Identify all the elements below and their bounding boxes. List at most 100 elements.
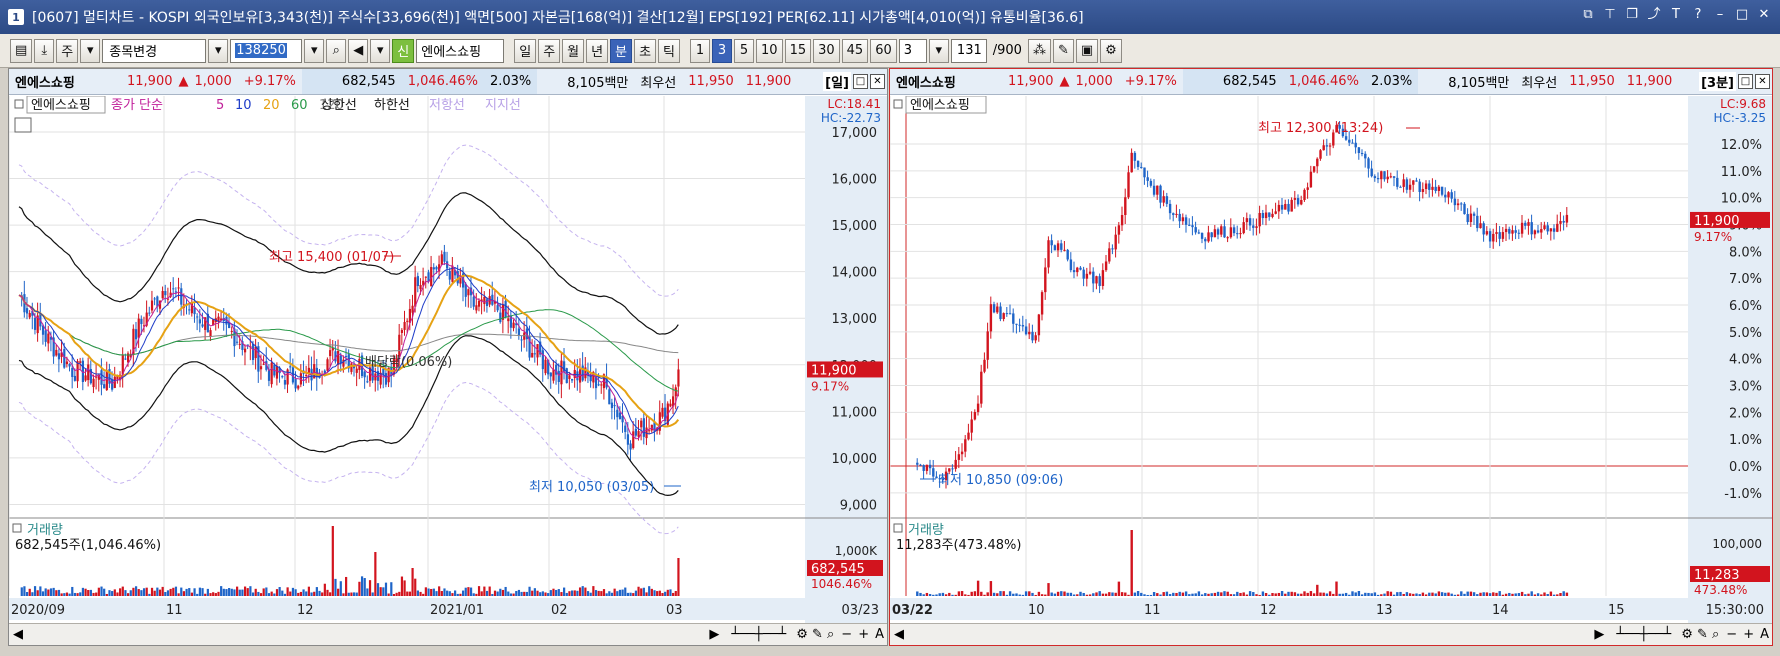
volume-bar [976,580,980,596]
period-button-5[interactable]: 초 [634,38,657,63]
volume-bar [656,591,659,596]
minute-button-6[interactable]: 45 [841,38,869,63]
maximize-icon[interactable]: □ [1735,7,1749,22]
period-button-4[interactable]: 분 [610,38,633,63]
interval-input[interactable]: 3 [898,38,927,63]
minimize-icon[interactable]: – [1716,7,1724,22]
code-input[interactable]: 138250 [230,38,303,63]
candle-body [1136,160,1140,167]
candle-body [1389,176,1393,178]
minute-button-4[interactable]: 15 [784,38,812,63]
volume-bar [222,588,225,596]
daily-candle-chart[interactable]: 17,00016,00015,00014,00013,00012,00011,0… [8,95,887,624]
volume-bar [1562,591,1565,596]
period-button-1[interactable]: 주 [538,38,561,63]
maximize-icon[interactable]: □ [853,74,868,89]
search-icon[interactable]: ⌕ [326,38,347,63]
chevron-down-icon[interactable]: ▾ [208,38,229,63]
period-button-3[interactable]: 년 [586,38,609,63]
save-icon[interactable]: ▣ [1075,38,1099,63]
volume-bar [1044,594,1047,596]
tools-icon[interactable]: ⚙ ✎ ⌕ [796,627,835,642]
minute-button-0[interactable]: 1 [690,38,711,63]
chevron-down-icon[interactable]: ▾ [928,38,949,63]
tile-icon[interactable]: ❐ [1626,7,1638,22]
volume-bar [509,593,513,596]
tools-icon[interactable]: ⚙ ✎ ⌕ [1681,627,1720,642]
upper-band-line [18,192,679,335]
volume-bar [39,586,42,596]
candle-body [1140,166,1143,168]
period-button-0[interactable]: 일 [514,38,537,63]
help-icon[interactable]: ? [1694,7,1702,22]
volume-bar [1418,594,1421,596]
candle-body [119,374,122,381]
restore-layout-icon[interactable]: ⧉ [1583,7,1593,22]
candle-body [549,372,552,377]
close-icon[interactable]: ✕ [1758,7,1770,22]
zoom-slider[interactable]: ┴──┼──┴ [1616,627,1672,642]
candle-body [1367,158,1370,169]
quote-change-pct: +9.17% [243,74,296,89]
zoom-slider[interactable]: ┴──┼──┴ [731,627,787,642]
auto-icon[interactable]: A [1760,627,1769,642]
minute-button-1[interactable]: 3 [712,38,733,63]
speaker-icon[interactable]: ◀ [348,38,369,63]
stock-change-select[interactable]: 종목변경 [102,38,207,63]
close-icon[interactable]: ✕ [870,74,885,89]
volume-bar [501,589,505,596]
count-input[interactable]: 131 [950,38,987,63]
zoom-in-icon[interactable]: + [1743,627,1755,642]
zoom-out-icon[interactable]: − [1726,627,1738,642]
pin-icon[interactable]: ⊤ [1604,7,1616,22]
scroll-right-icon[interactable]: ▶ [709,627,720,642]
volume-bar [363,578,366,596]
stock-name-field[interactable]: 엔에스쇼핑 [416,38,505,63]
candle-body [1460,203,1463,205]
candle-body [640,420,643,428]
font-icon[interactable]: T [1672,7,1680,22]
period-unit-select[interactable]: 주 [56,38,79,63]
volume-bar [1479,592,1482,596]
volume-bar [286,587,289,596]
x-tick-label: 10 [1028,603,1045,618]
minute-button-7[interactable]: 60 [870,38,897,63]
candle-body [286,369,289,385]
x-right-label: 03/23 [842,603,879,618]
horizontal-scrollbar[interactable]: ◀ ▶ ┴──┼──┴ ⚙ ✎ ⌕ − + A [9,623,887,645]
chevron-down-icon[interactable]: ▾ [370,38,391,63]
minute-button-3[interactable]: 10 [756,38,783,63]
volume-bar [536,590,539,596]
chevron-down-icon[interactable]: ▾ [80,38,101,63]
scroll-left-icon[interactable]: ◀ [13,627,23,642]
volume-bar [1232,594,1236,596]
link-icon[interactable]: ⤴ [1647,7,1661,22]
chevron-down-icon[interactable]: ▾ [304,38,325,63]
volume-bar [1216,591,1220,596]
scroll-left-icon[interactable]: ◀ [894,627,904,642]
layout-icon[interactable]: ▤ [10,38,33,63]
horizontal-scrollbar[interactable]: ◀ ▶ ┴──┼──┴ ⚙ ✎ ⌕ − + A [890,623,1772,645]
close-icon[interactable]: ✕ [1755,74,1770,89]
auto-icon[interactable]: A [875,627,884,642]
gear-icon[interactable]: ⚙ [1100,38,1122,63]
volume-bar [1172,592,1175,596]
minute-candle-chart[interactable]: 12.0%11.0%10.0%9.0%8.0%7.0%6.0%5.0%4.0%3… [889,95,1772,624]
volume-bar [980,591,983,596]
period-button-6[interactable]: 틱 [658,38,681,63]
y-tick-label: -1.0% [1724,487,1762,502]
period-button-2[interactable]: 월 [562,38,585,63]
candle-body [1229,227,1233,238]
download-icon[interactable]: ⤓ [34,38,55,63]
y-tick-label: 7.0% [1729,272,1762,287]
minute-button-2[interactable]: 5 [734,38,755,63]
maximize-icon[interactable]: □ [1738,74,1753,89]
volume-bar [1092,593,1095,596]
candle-body [547,359,550,375]
minute-button-5[interactable]: 30 [813,38,840,63]
scroll-right-icon[interactable]: ▶ [1594,627,1605,642]
zoom-in-icon[interactable]: + [858,627,870,642]
draw-tool-icon[interactable]: ✎ [1052,38,1074,63]
indicator-icon[interactable]: ⁂ [1027,38,1051,63]
zoom-out-icon[interactable]: − [841,627,853,642]
